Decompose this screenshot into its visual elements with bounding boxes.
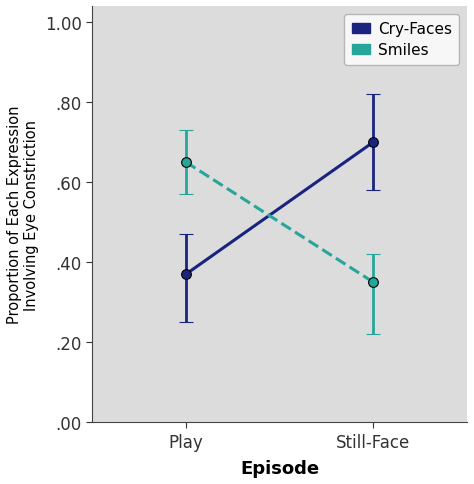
Legend: Cry-Faces, Smiles: Cry-Faces, Smiles (344, 15, 459, 66)
X-axis label: Episode: Episode (240, 459, 319, 477)
Y-axis label: Proportion of Each Expression
Involving Eye Constriction: Proportion of Each Expression Involving … (7, 106, 39, 324)
